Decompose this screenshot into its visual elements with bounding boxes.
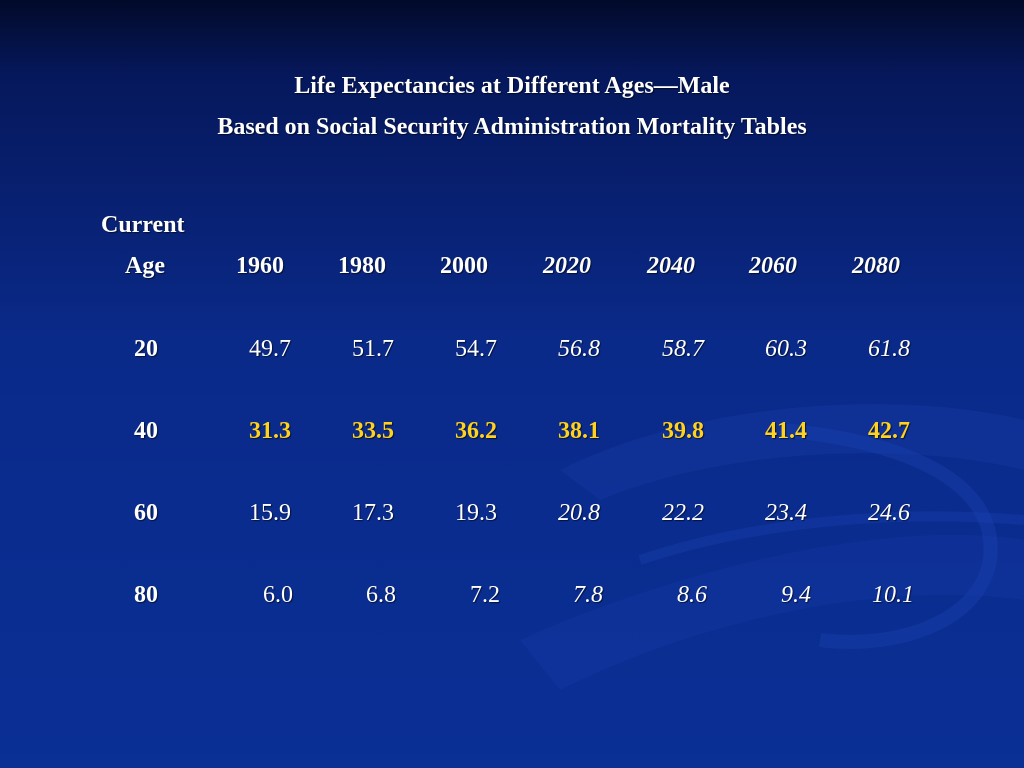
cell-40-2000: 36.2: [455, 418, 497, 444]
year-header-2020: 2020: [543, 253, 591, 279]
cell-40-2060: 41.4: [765, 418, 807, 444]
cell-20-1980: 51.7: [352, 336, 394, 362]
cell-20-2020: 56.8: [558, 336, 600, 362]
cell-60-1960: 15.9: [249, 500, 291, 526]
year-header-2060: 2060: [749, 253, 797, 279]
cell-20-2040: 58.7: [662, 336, 704, 362]
year-header-2040: 2040: [647, 253, 695, 279]
row-age-40: 40: [134, 418, 158, 444]
cell-80-1960: 6.0: [263, 582, 293, 608]
row-age-80: 80: [134, 582, 158, 608]
cell-60-2000: 19.3: [455, 500, 497, 526]
cell-60-2040: 22.2: [662, 500, 704, 526]
cell-20-2060: 60.3: [765, 336, 807, 362]
cell-60-2060: 23.4: [765, 500, 807, 526]
cell-60-2080: 24.6: [868, 500, 910, 526]
age-header-age: Age: [125, 253, 165, 279]
slide-title: Life Expectancies at Different Ages—Male: [294, 73, 730, 99]
cell-60-1980: 17.3: [352, 500, 394, 526]
cell-80-1980: 6.8: [366, 582, 396, 608]
cell-40-1960: 31.3: [249, 418, 291, 444]
age-header-current: Current: [101, 212, 185, 238]
cell-40-2040: 39.8: [662, 418, 704, 444]
cell-20-2080: 61.8: [868, 336, 910, 362]
cell-80-2060: 9.4: [781, 582, 811, 608]
cell-80-2000: 7.2: [470, 582, 500, 608]
cell-40-1980: 33.5: [352, 418, 394, 444]
slide-subtitle: Based on Social Security Administration …: [217, 114, 807, 140]
row-age-20: 20: [134, 336, 158, 362]
row-age-60: 60: [134, 500, 158, 526]
year-header-1960: 1960: [236, 253, 284, 279]
year-header-1980: 1980: [338, 253, 386, 279]
cell-40-2080: 42.7: [868, 418, 910, 444]
cell-80-2080: 10.1: [872, 582, 914, 608]
cell-20-2000: 54.7: [455, 336, 497, 362]
cell-40-2020: 38.1: [558, 418, 600, 444]
cell-80-2020: 7.8: [573, 582, 603, 608]
cell-20-1960: 49.7: [249, 336, 291, 362]
cell-80-2040: 8.6: [677, 582, 707, 608]
cell-60-2020: 20.8: [558, 500, 600, 526]
year-header-2080: 2080: [852, 253, 900, 279]
year-header-2000: 2000: [440, 253, 488, 279]
